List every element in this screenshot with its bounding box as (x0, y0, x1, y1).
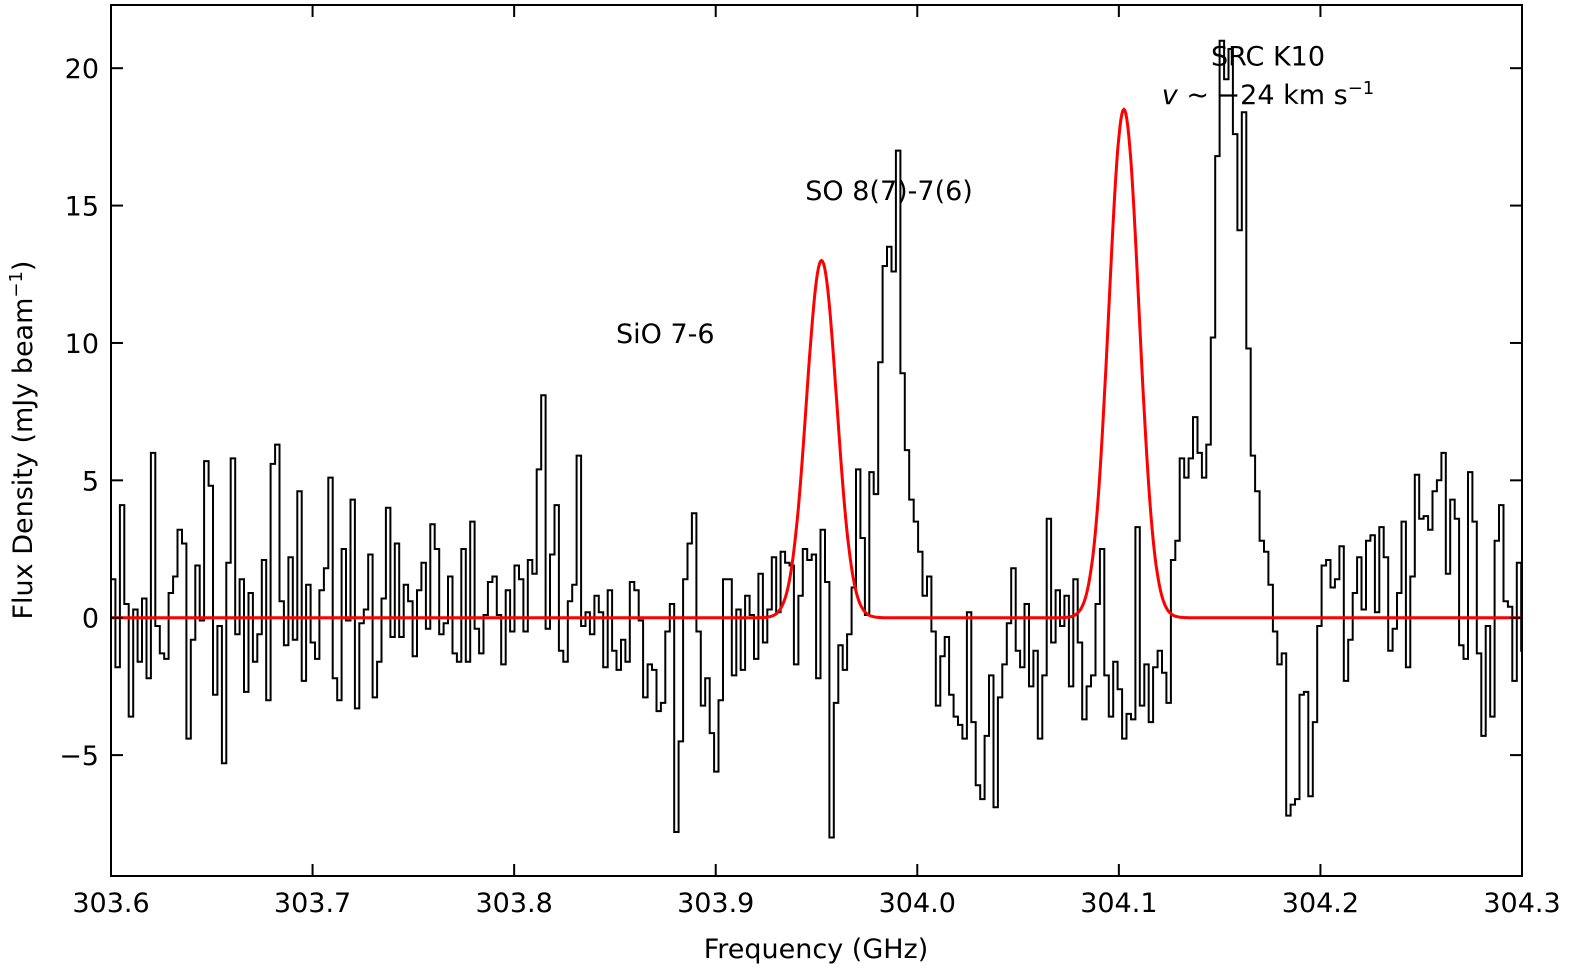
x-tick-label: 304.2 (1282, 888, 1359, 919)
x-tick-label: 304.3 (1483, 888, 1560, 919)
x-axis-label: Frequency (GHz) (704, 934, 929, 965)
y-tick-label: −5 (59, 741, 99, 772)
x-tick-label: 303.6 (72, 888, 149, 919)
annotations: SiO 7-6 SO 8(7)-7(6) SRC K10 v ∼ −24 km s−1 (616, 41, 1374, 350)
plot-frame (110, 4, 1523, 877)
line-annotation: SRC K10 (1211, 41, 1325, 72)
y-tick-label: 10 (65, 329, 99, 360)
plot-marks (111, 39, 1522, 839)
velocity-symbol: v (1162, 80, 1179, 111)
y-axis-label-sup: −1 (6, 271, 27, 298)
x-tick-label: 304.0 (879, 888, 956, 919)
y-axis-label: Flux Density (mJy beam−1) (6, 261, 39, 620)
x-tick-label: 303.7 (274, 888, 351, 919)
velocity-value: ∼ −24 km s (1178, 80, 1348, 111)
y-tick-label: 0 (82, 604, 99, 635)
spectrum-step-line (111, 39, 1522, 839)
y-axis-label-main: Flux Density (mJy beam (8, 298, 39, 620)
gaussian-fit-line (111, 107, 1522, 620)
x-tick-label: 303.9 (677, 888, 754, 919)
line-annotation: SO 8(7)-7(6) (805, 176, 973, 207)
y-axis-label-close: ) (8, 261, 39, 272)
velocity-annotation: v ∼ −24 km s−1 (1162, 78, 1374, 111)
tick-labels: 303.6 303.7 303.8 303.9 304.0 304.1 304.2 304.3… (59, 54, 1560, 919)
y-tick-label: 5 (82, 466, 99, 497)
y-tick-label: 15 (65, 192, 99, 223)
velocity-unit-sup: −1 (1348, 78, 1375, 99)
x-tick-label: 304.1 (1080, 888, 1157, 919)
axis-ticks (110, 5, 1523, 876)
y-tick-label: 20 (65, 54, 99, 85)
line-annotation: SiO 7-6 (616, 319, 715, 350)
x-tick-label: 303.8 (475, 888, 552, 919)
